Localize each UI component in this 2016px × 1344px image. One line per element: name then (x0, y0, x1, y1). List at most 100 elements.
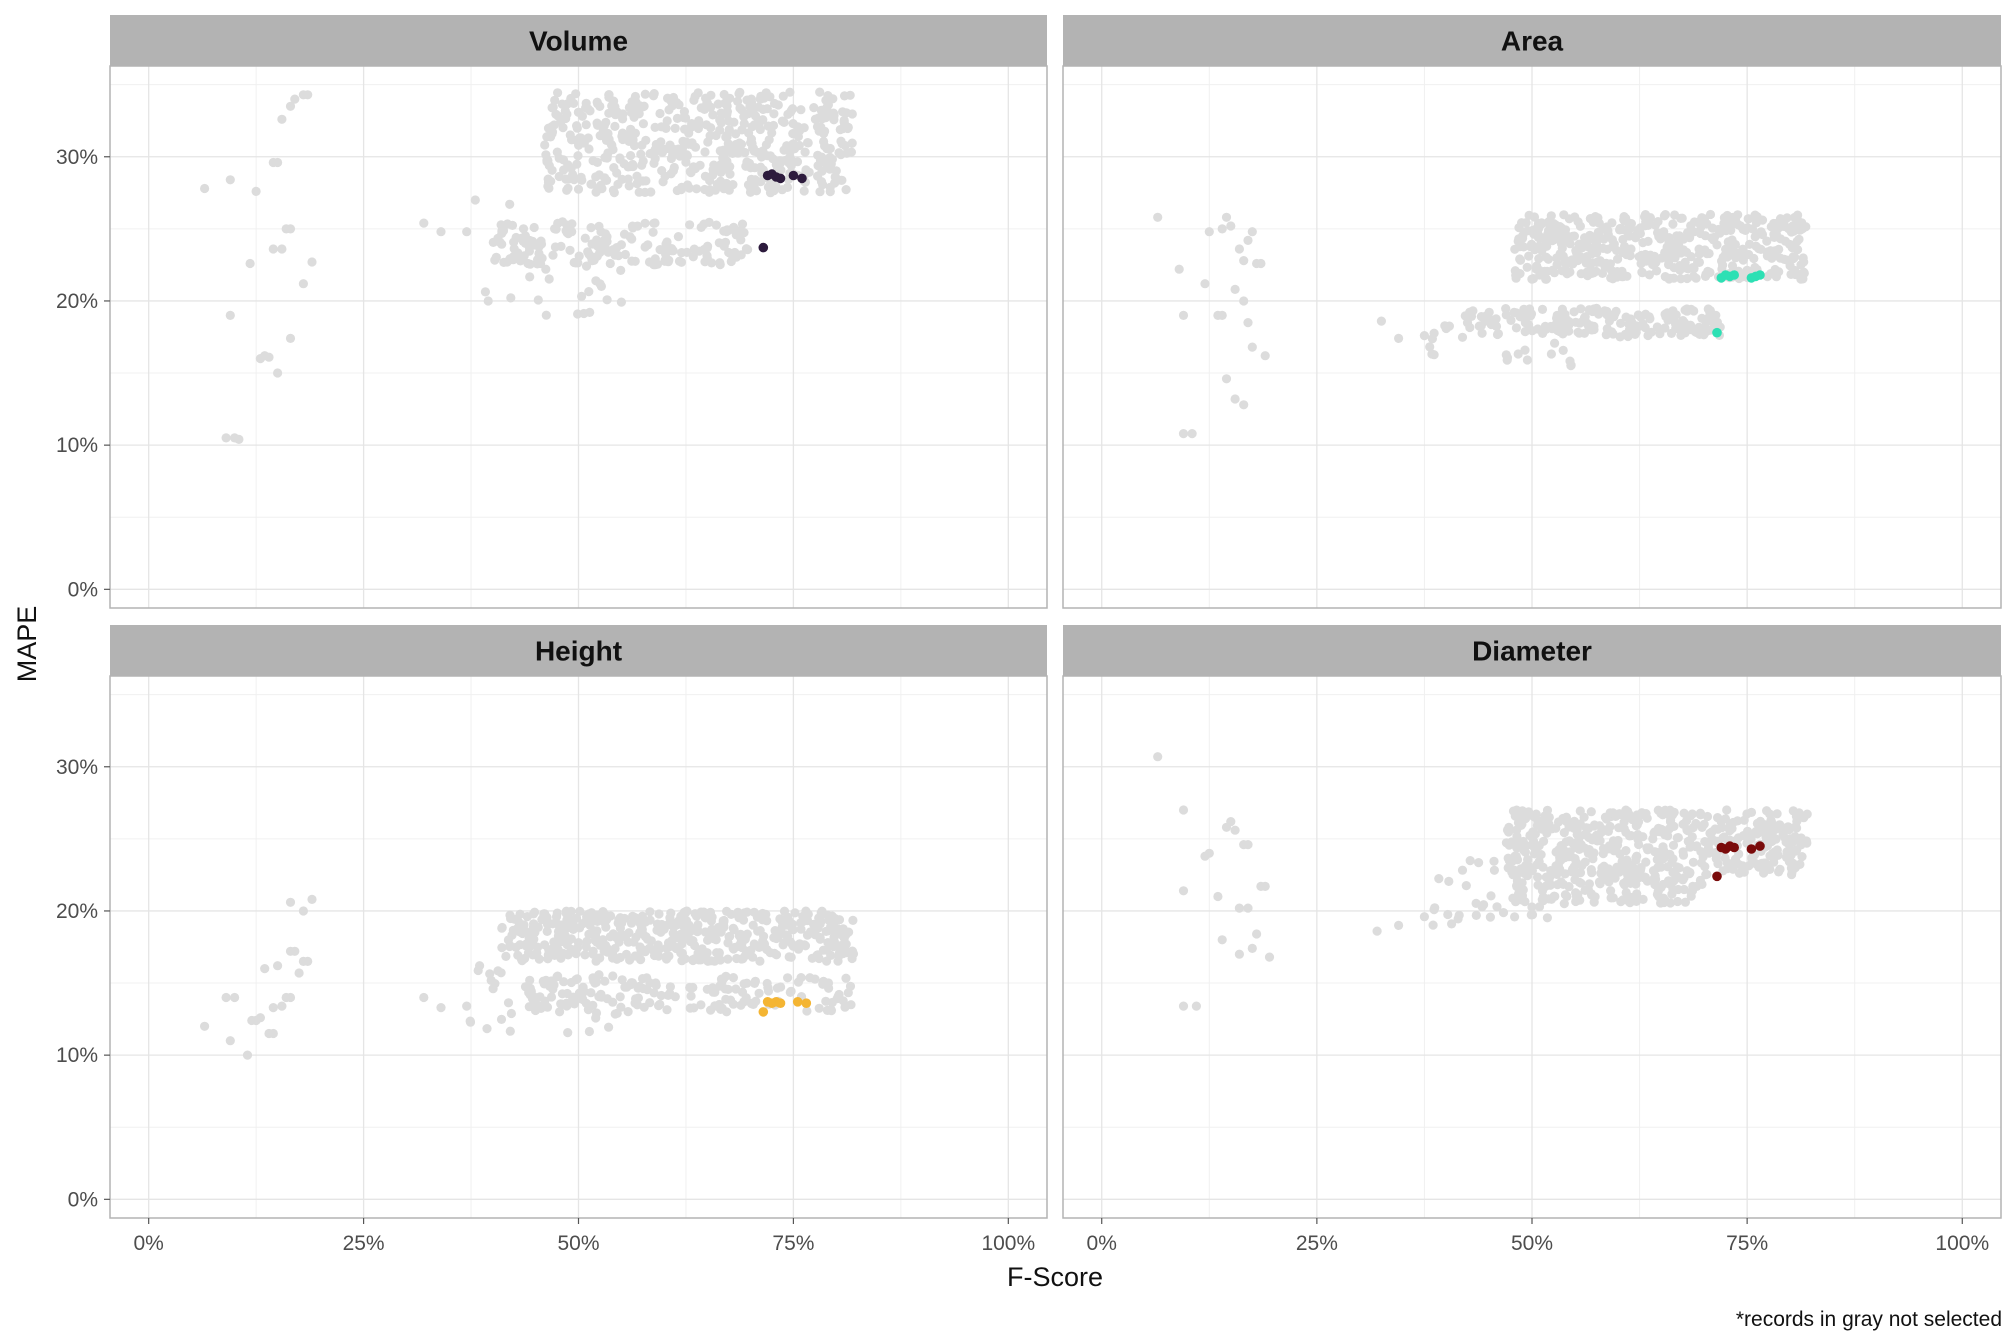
facet-panel-diameter: Diameter (1062, 625, 2002, 1219)
selected-point (1746, 844, 1757, 854)
unselected-point (1668, 854, 1678, 864)
unselected-point (735, 144, 745, 154)
unselected-point (251, 186, 261, 196)
unselected-point (803, 138, 813, 148)
unselected-point (1204, 227, 1214, 237)
unselected-point (705, 175, 715, 186)
unselected-point (1792, 845, 1802, 855)
unselected-point (833, 956, 843, 966)
unselected-point (225, 1036, 235, 1046)
unselected-point (835, 125, 845, 135)
y-tick-label: 0% (68, 1188, 98, 1211)
unselected-point (573, 184, 584, 194)
unselected-point (1234, 903, 1244, 913)
unselected-point (1633, 310, 1643, 320)
unselected-point (558, 123, 568, 133)
unselected-point (1679, 808, 1689, 818)
unselected-point (806, 927, 816, 937)
unselected-point (1517, 819, 1527, 829)
unselected-point (676, 185, 686, 195)
unselected-point (613, 251, 624, 261)
unselected-point (1226, 221, 1236, 231)
unselected-point (505, 199, 515, 209)
unselected-point (1796, 274, 1806, 284)
unselected-point (847, 946, 858, 956)
unselected-point (1520, 345, 1530, 355)
unselected-point (682, 150, 692, 160)
unselected-point (734, 913, 744, 923)
unselected-point (672, 920, 682, 930)
unselected-point (624, 181, 634, 191)
unselected-point (1508, 893, 1518, 903)
unselected-point (1695, 810, 1705, 820)
unselected-point (462, 1001, 472, 1011)
unselected-point (681, 137, 692, 147)
unselected-point (589, 926, 599, 936)
unselected-point (604, 1022, 614, 1032)
unselected-point (419, 992, 429, 1003)
unselected-point (508, 252, 518, 262)
unselected-point (1552, 869, 1562, 880)
unselected-point (1769, 229, 1779, 239)
unselected-point (1230, 394, 1240, 404)
unselected-point (1564, 822, 1574, 832)
unselected-point (716, 1004, 726, 1015)
unselected-point (815, 934, 825, 944)
unselected-point (1264, 952, 1275, 962)
unselected-point (749, 939, 759, 949)
unselected-point (1537, 304, 1548, 314)
unselected-point (654, 909, 664, 919)
unselected-point (1419, 331, 1429, 341)
unselected-point (200, 183, 210, 194)
unselected-point (822, 978, 832, 988)
unselected-point (1738, 244, 1748, 254)
unselected-point (783, 973, 793, 983)
unselected-point (1234, 949, 1244, 959)
unselected-point (638, 119, 649, 129)
unselected-point (718, 916, 728, 926)
unselected-point (1542, 913, 1552, 923)
unselected-point (506, 913, 516, 924)
unselected-point (704, 217, 714, 227)
x-tick-label: 25% (1296, 1232, 1338, 1255)
unselected-point (1686, 304, 1696, 314)
unselected-point (848, 915, 858, 926)
unselected-point (571, 89, 581, 99)
unselected-point (666, 153, 677, 164)
unselected-point (815, 187, 825, 197)
unselected-point (1576, 304, 1586, 314)
unselected-point (1674, 240, 1684, 250)
unselected-point (592, 118, 602, 128)
unselected-point (1615, 849, 1625, 859)
unselected-point (1746, 834, 1756, 844)
unselected-point (553, 945, 563, 955)
selected-point (775, 998, 786, 1008)
unselected-point (1604, 844, 1614, 854)
unselected-point (1465, 856, 1475, 866)
unselected-point (584, 909, 594, 919)
unselected-point (1217, 935, 1227, 945)
unselected-point (1683, 836, 1693, 847)
unselected-point (819, 136, 829, 147)
unselected-point (748, 143, 758, 153)
unselected-point (533, 295, 543, 305)
unselected-point (1178, 310, 1189, 320)
unselected-point (1489, 856, 1499, 866)
unselected-point (1527, 902, 1537, 912)
unselected-point (1585, 214, 1595, 224)
panel-border (1062, 65, 2002, 609)
unselected-point (607, 948, 618, 959)
unselected-point (1762, 247, 1772, 257)
unselected-point (1511, 871, 1521, 882)
unselected-point (813, 923, 823, 933)
unselected-point (1607, 218, 1617, 228)
unselected-point (655, 245, 665, 255)
unselected-point (821, 95, 831, 105)
unselected-point (621, 949, 632, 960)
unselected-point (1730, 239, 1740, 250)
unselected-point (1798, 223, 1808, 234)
unselected-point (221, 433, 231, 443)
unselected-point (1597, 268, 1608, 278)
unselected-point (555, 1007, 565, 1017)
unselected-point (1600, 812, 1610, 822)
